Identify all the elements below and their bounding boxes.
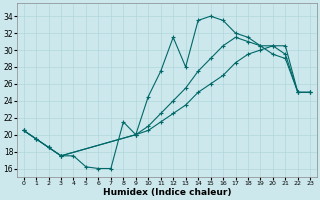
X-axis label: Humidex (Indice chaleur): Humidex (Indice chaleur) bbox=[103, 188, 231, 197]
